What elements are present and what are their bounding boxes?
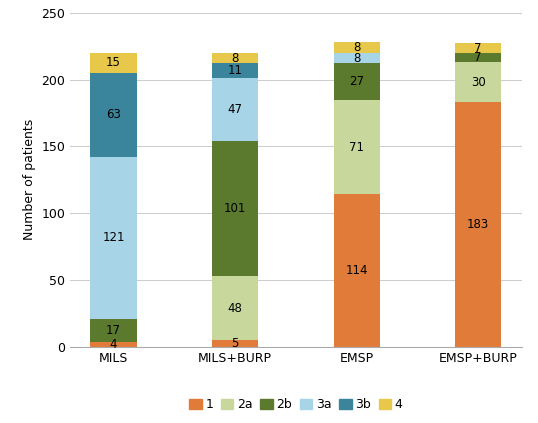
Text: 30: 30 xyxy=(471,76,486,89)
Text: 63: 63 xyxy=(106,108,121,121)
Text: 15: 15 xyxy=(106,56,121,69)
Bar xyxy=(212,141,258,276)
Bar xyxy=(212,78,258,141)
Text: 114: 114 xyxy=(345,264,368,277)
Bar xyxy=(90,341,137,347)
Text: 8: 8 xyxy=(231,52,239,65)
Bar xyxy=(334,42,380,53)
Bar xyxy=(212,63,258,78)
Text: 47: 47 xyxy=(228,103,243,116)
Bar xyxy=(90,319,137,341)
Text: 17: 17 xyxy=(106,324,121,337)
Text: 7: 7 xyxy=(475,51,482,64)
Text: 101: 101 xyxy=(224,202,246,215)
Bar xyxy=(90,53,137,73)
Bar xyxy=(455,53,501,62)
Bar xyxy=(212,340,258,347)
Bar xyxy=(455,44,501,53)
Text: 27: 27 xyxy=(349,75,364,88)
Text: 7: 7 xyxy=(475,41,482,55)
Text: 11: 11 xyxy=(228,64,243,77)
Text: 183: 183 xyxy=(467,218,490,231)
Bar xyxy=(212,276,258,340)
Text: 71: 71 xyxy=(349,140,364,154)
Text: 121: 121 xyxy=(102,231,125,244)
Bar xyxy=(334,63,380,99)
Bar xyxy=(455,102,501,347)
Text: 8: 8 xyxy=(353,41,360,54)
Bar xyxy=(90,157,137,319)
Text: 8: 8 xyxy=(353,52,360,65)
Y-axis label: Number of patients: Number of patients xyxy=(23,119,36,240)
Bar xyxy=(90,73,137,157)
Legend: 1, 2a, 2b, 3a, 3b, 4: 1, 2a, 2b, 3a, 3b, 4 xyxy=(184,393,408,416)
Bar xyxy=(334,53,380,63)
Text: 4: 4 xyxy=(110,338,117,351)
Bar xyxy=(455,62,501,102)
Bar xyxy=(334,195,380,347)
Text: 48: 48 xyxy=(228,302,243,315)
Bar xyxy=(334,99,380,195)
Bar xyxy=(212,53,258,63)
Text: 5: 5 xyxy=(231,337,239,350)
